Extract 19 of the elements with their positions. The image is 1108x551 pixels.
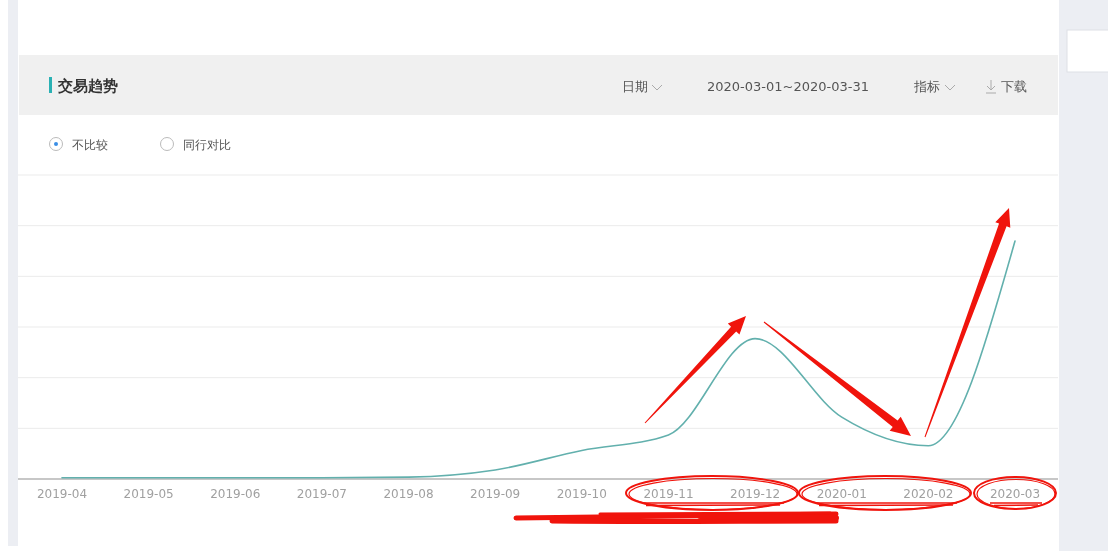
x-tick-label: 2020-03 xyxy=(989,487,1041,501)
text: 2020-03-01~2020-03-31 xyxy=(707,79,869,94)
x-tick-label: 2019-09 xyxy=(470,487,521,501)
chart-title: 交易趋势 xyxy=(57,77,118,95)
x-tick-label: 2020-01 xyxy=(816,487,867,501)
x-tick-label: 2019-10 xyxy=(556,487,607,501)
text: 同行对比 xyxy=(183,138,231,152)
text: 下载 xyxy=(1001,79,1027,94)
x-tick-label: 2019-08 xyxy=(383,487,434,501)
x-tick-label: 2019-12 xyxy=(730,487,781,501)
x-tick-label: 2019-04 xyxy=(36,487,88,501)
x-tick-label: 2019-11 xyxy=(643,487,694,501)
x-tick-label: 2019-05 xyxy=(123,487,174,501)
text: 日期 xyxy=(622,79,648,94)
x-tick-label: 2019-06 xyxy=(210,487,261,501)
x-tick-label: 2020-02 xyxy=(903,487,954,501)
x-tick-label: 2019-07 xyxy=(296,487,347,501)
text: 不比较 xyxy=(72,138,108,152)
text: 指标 xyxy=(913,79,940,94)
